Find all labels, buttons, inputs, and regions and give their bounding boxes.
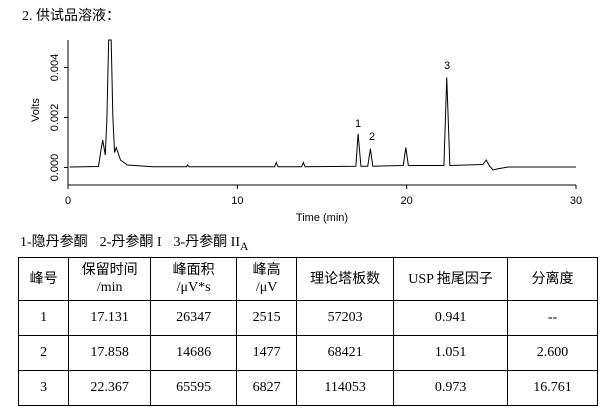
header-text: /min bbox=[96, 280, 123, 295]
x-tick-label: 0 bbox=[65, 195, 71, 207]
header-cell: 保留时间/min bbox=[68, 257, 152, 301]
y-tick-label: 0.004 bbox=[49, 54, 61, 82]
y-tick-label: 0.002 bbox=[49, 104, 61, 132]
header-text: USP 拖尾因子 bbox=[408, 271, 493, 287]
chart: Time (min) Volts 1 2 3 0 10 20 30 0.000 0.002… bbox=[30, 39, 582, 224]
heading: 2. 供试品溶液： bbox=[22, 9, 120, 24]
table-cell: 68421 bbox=[296, 335, 395, 371]
table-cell: 17.858 bbox=[68, 335, 152, 371]
table-row: 2 17.858 14686 1477 68421 1.051 2.600 bbox=[17, 335, 598, 371]
footnote-item: 2-丹参酮 I bbox=[99, 235, 162, 250]
x-tick-label: 10 bbox=[231, 195, 243, 207]
data-table: 峰号 保留时间/min 峰面积/μV*s 峰高/μV 理论塔板数 USP 拖尾因子 分离度 1… bbox=[17, 257, 598, 406]
y-axis-label: Volts bbox=[30, 98, 42, 122]
header-text: 理论塔板数 bbox=[310, 271, 381, 287]
footnote-item: 3-丹参酮 II bbox=[173, 235, 241, 250]
header-text: 峰高 bbox=[252, 263, 281, 278]
table-row: 1 17.131 26347 2515 57203 0.941 -- bbox=[17, 300, 598, 336]
table-cell: 0.973 bbox=[393, 370, 509, 406]
table-cell: 22.367 bbox=[68, 370, 152, 406]
table-cell: 1 bbox=[17, 300, 70, 336]
footnote-subscript: A bbox=[240, 239, 249, 253]
footnote: 1-隐丹参酮 2-丹参酮 I 3-丹参酮 IIA bbox=[20, 231, 248, 253]
header-text: /μV*s bbox=[176, 280, 211, 295]
table-cell: 6827 bbox=[236, 370, 298, 406]
table-cell: 0.941 bbox=[393, 300, 509, 336]
x-tick-label: 20 bbox=[401, 195, 413, 207]
header-cell: 峰号 bbox=[17, 257, 70, 301]
y-tick-label: 0.000 bbox=[49, 154, 61, 182]
x-tick-label: 30 bbox=[570, 195, 582, 207]
table-cell: 114053 bbox=[296, 370, 395, 406]
header-cell: 峰面积/μV*s bbox=[150, 257, 238, 301]
table-cell: 65595 bbox=[150, 370, 238, 406]
header-text: 保留时间 bbox=[81, 263, 138, 278]
table-cell: 26347 bbox=[150, 300, 238, 336]
table-cell: 2 bbox=[17, 335, 70, 371]
header-row: 峰号 保留时间/min 峰面积/μV*s 峰高/μV 理论塔板数 USP 拖尾因子 分离度 bbox=[17, 257, 598, 301]
table-cell: 57203 bbox=[296, 300, 395, 336]
table-cell: 1.051 bbox=[393, 335, 509, 371]
table-cell: -- bbox=[507, 300, 598, 336]
peak-label: 1 bbox=[355, 118, 361, 130]
header-cell: USP 拖尾因子 bbox=[393, 257, 509, 301]
table-cell: 17.131 bbox=[68, 300, 152, 336]
table-cell: 16.761 bbox=[507, 370, 598, 406]
peak-label: 3 bbox=[444, 60, 450, 72]
header-cell: 理论塔板数 bbox=[296, 257, 395, 301]
table-cell: 2515 bbox=[236, 300, 298, 336]
table-cell: 14686 bbox=[150, 335, 238, 371]
header-text: 分离度 bbox=[531, 271, 574, 287]
header-text: 峰号 bbox=[29, 271, 58, 287]
table-cell: 1477 bbox=[236, 335, 298, 371]
footnote-item: 1-隐丹参酮 bbox=[20, 235, 88, 250]
peak-label: 2 bbox=[369, 131, 375, 143]
header-text: 峰面积 bbox=[172, 263, 215, 278]
table-cell: 3 bbox=[17, 370, 70, 406]
table-row: 3 22.367 65595 6827 114053 0.973 16.761 bbox=[17, 370, 598, 406]
trace bbox=[69, 39, 576, 171]
header-cell: 分离度 bbox=[507, 257, 598, 301]
table-cell: 2.600 bbox=[507, 335, 598, 371]
header-cell: 峰高/μV bbox=[236, 257, 298, 301]
header-text: /μV bbox=[255, 280, 278, 295]
x-axis-label: Time (min) bbox=[296, 212, 348, 224]
